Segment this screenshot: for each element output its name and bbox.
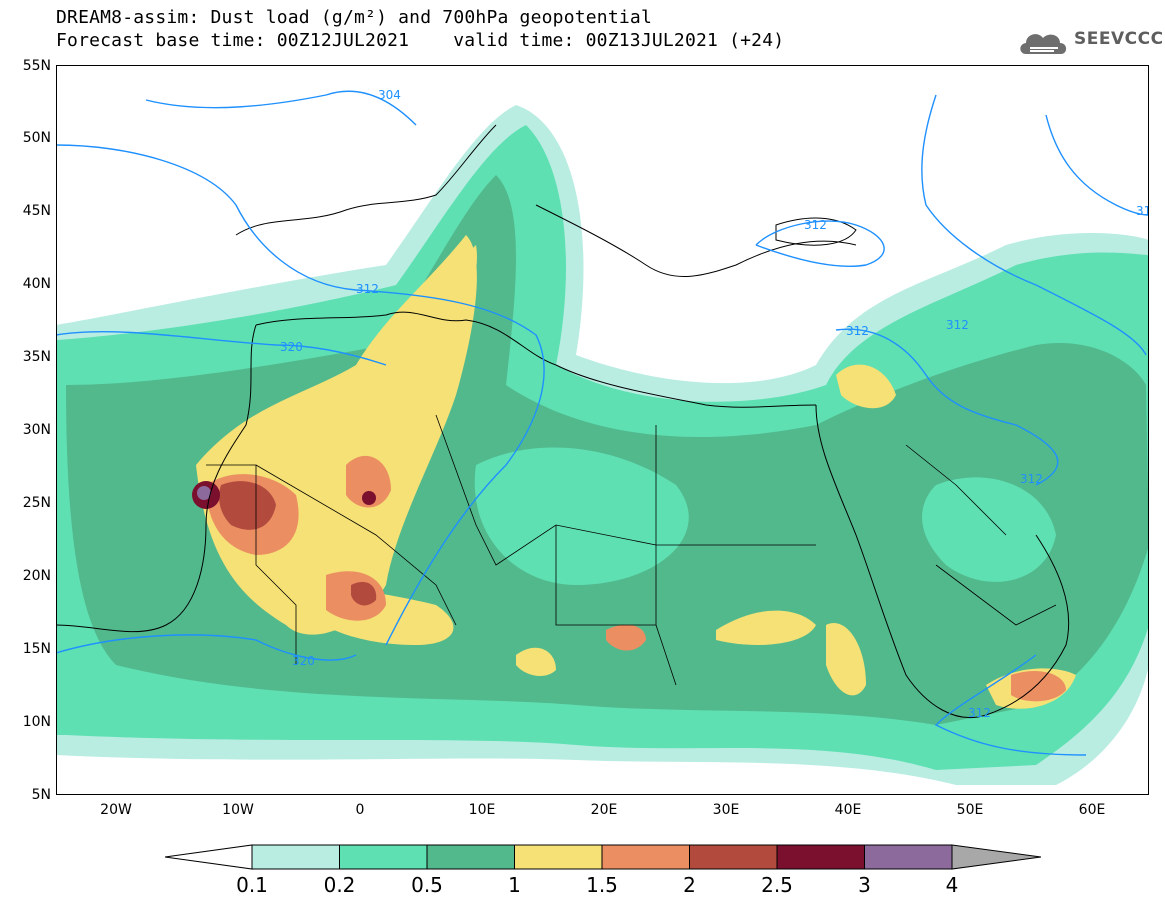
- contour-312-e: [934, 654, 1087, 756]
- lat-tick: 35N: [22, 349, 51, 365]
- contour-label: 312: [968, 706, 991, 720]
- country-borders: [206, 414, 1057, 686]
- contour-label: 312: [356, 282, 379, 296]
- map-subtitle: Forecast base time: 00Z12JUL2021 valid ti…: [56, 31, 784, 51]
- lat-tick: 50N: [22, 130, 51, 146]
- lat-tick: 45N: [22, 203, 51, 219]
- colorbar-segment: [426, 844, 515, 870]
- dust-region-3: [197, 486, 211, 500]
- lat-tick: 10N: [22, 714, 51, 730]
- contour-label: 320: [280, 340, 303, 354]
- lon-tick: 10E: [468, 802, 496, 818]
- contour-label: 304: [378, 88, 401, 102]
- valid-time: valid time: 00Z13JUL2021 (+24): [453, 30, 785, 51]
- dust-region-1.5-d: [606, 624, 646, 651]
- contour-labels: 304 312 312 312 320 320 312 312 312 31: [280, 88, 1149, 720]
- contour-label: 312: [1020, 472, 1043, 486]
- contour-312-a: [56, 144, 545, 646]
- contour-320: [56, 634, 357, 661]
- dust-region-1-red-sea: [826, 623, 866, 696]
- lon-tick: 20E: [590, 802, 618, 818]
- contour-label: 312: [846, 324, 869, 338]
- lat-tick: 30N: [22, 422, 51, 438]
- map-title: DREAM8-assim: Dust load (g/m²) and 700hP…: [56, 7, 652, 28]
- contour-31x: [1045, 114, 1149, 216]
- map-frame: [56, 65, 1149, 795]
- lat-tick: 25N: [22, 495, 51, 511]
- dust-region-1.5-c: [346, 455, 391, 508]
- dust-region-2-a: [219, 481, 276, 530]
- colorbar-segment: [339, 844, 428, 870]
- colorbar-tick: 1.5: [586, 873, 618, 897]
- seevccc-logo: SEEVCCC: [1018, 26, 1163, 58]
- colorbar-tick: 4: [945, 873, 959, 897]
- lon-tick: 50E: [956, 802, 984, 818]
- dust-region-1-chad: [516, 647, 556, 677]
- colorbar-segment: [165, 844, 253, 870]
- dust-region-3-b: [362, 491, 376, 505]
- colorbar: [165, 844, 1041, 870]
- contour-label: 312: [946, 318, 969, 332]
- lon-tick: 20W: [100, 802, 132, 818]
- colorbar-segment: [514, 844, 603, 870]
- colorbar-segment: [601, 844, 690, 870]
- dust-region-1-east-b: [836, 364, 896, 409]
- contour-label: 320: [292, 654, 315, 668]
- lat-tick: 55N: [22, 58, 51, 74]
- colorbar-segment: [951, 844, 1041, 870]
- colorbar-segment: [864, 844, 953, 870]
- dust-region-1-east-a: [716, 610, 816, 645]
- lon-tick: 60E: [1078, 802, 1106, 818]
- dust-region-0.2-patch-east: [922, 477, 1056, 582]
- colorbar-tick: 2.5: [761, 873, 793, 897]
- colorbar-segment: [251, 844, 340, 870]
- dust-load-map: 304 312 312 312 320 320 312 312 312 31: [56, 65, 1149, 795]
- lon-tick: 0: [355, 802, 365, 818]
- lat-tick: 5N: [31, 787, 51, 803]
- contour-304: [145, 90, 417, 126]
- logo-text: SEEVCCC: [1074, 29, 1164, 49]
- lon-tick: 30E: [712, 802, 740, 818]
- coastlines: [56, 124, 1070, 719]
- dust-region-1.5-e: [1011, 670, 1066, 702]
- dust-region-1-sardinia: [416, 245, 477, 341]
- colorbar-tick: 1: [508, 873, 521, 897]
- colorbar-segment: [689, 844, 778, 870]
- contour-320-b: [56, 330, 387, 366]
- base-time: Forecast base time: 00Z12JUL2021: [56, 30, 410, 51]
- contour-312-c: [835, 328, 1059, 486]
- colorbar-segment: [776, 844, 865, 870]
- colorbar-tick: 0.1: [236, 873, 268, 897]
- lon-tick: 40E: [834, 802, 862, 818]
- lat-tick: 20N: [22, 568, 51, 584]
- lat-tick: 15N: [22, 641, 51, 657]
- colorbar-tick: 0.2: [323, 873, 356, 897]
- colorbar-tick: 3: [858, 873, 871, 897]
- geopotential-contours: [56, 90, 1149, 756]
- lon-tick: 10W: [222, 802, 254, 818]
- cloud-logo-icon: [1020, 34, 1067, 54]
- contour-label: 31: [1136, 204, 1149, 218]
- contour-label: 312: [804, 218, 827, 232]
- lat-tick: 40N: [22, 276, 51, 292]
- dust-region-2-b: [351, 581, 377, 606]
- colorbar-tick: 0.5: [411, 873, 443, 897]
- dust-region-0.2-patch: [474, 447, 689, 585]
- colorbar-tick: 2: [683, 873, 696, 897]
- contour-312-d: [921, 94, 1147, 356]
- contour-312-b: [755, 220, 885, 267]
